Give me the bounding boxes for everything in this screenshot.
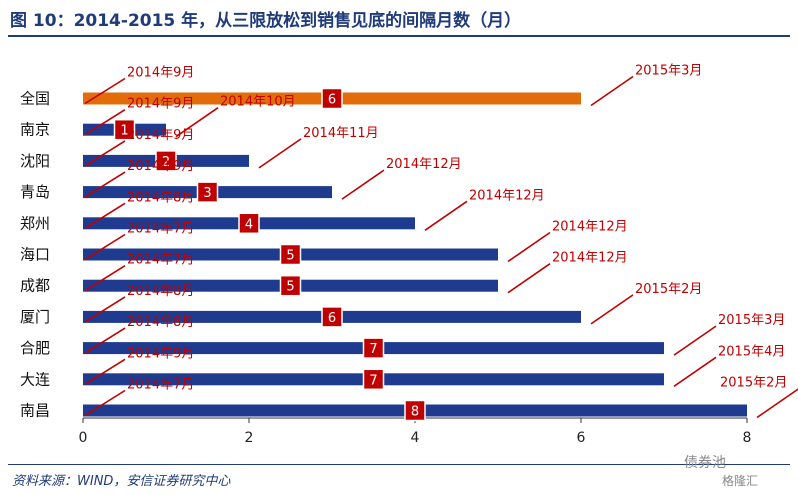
end-leader-line [590,75,634,107]
category-label: 大连 [20,370,50,388]
value-badge [321,306,343,328]
category-label: 南昌 [20,402,50,420]
end-leader-line [590,294,634,325]
chart-title: 图 10：2014-2015 年，从三限放松到销售见底的间隔月数（月） [10,11,522,31]
category-label: 青岛 [20,183,50,201]
start-leader-line [84,202,126,229]
end-date-label: 2014年11月 [303,126,379,141]
value-badge [404,399,426,422]
value-badge [238,212,260,235]
start-leader-line [84,296,126,323]
end-date-label: 2014年12月 [552,251,628,266]
x-tick-label: 2 [245,430,254,446]
value-label: 6 [328,93,336,108]
value-label: 7 [369,342,377,357]
category-label: 全国 [20,90,50,108]
value-label: 4 [245,217,253,232]
end-leader-line [258,138,302,169]
value-badge [279,243,302,266]
value-label: 8 [411,405,419,420]
end-leader-line [175,107,219,138]
end-date-label: 2014年12月 [552,220,628,235]
start-leader-line [84,389,126,417]
end-leader-line [673,325,717,356]
end-date-label: 2015年2月 [720,376,787,391]
start-date-label: 2014年8月 [127,190,194,205]
start-date-label: 2014年7月 [127,378,194,393]
end-date-label: 2015年4月 [718,344,785,359]
end-leader-line [507,231,551,263]
start-date-label: 2014年9月 [127,128,194,143]
value-label: 2 [162,155,170,170]
value-badge [113,118,136,141]
value-label: 6 [328,311,336,326]
end-date-label: 2015年3月 [635,64,702,79]
value-badge [362,368,385,391]
x-tick-label: 6 [577,430,586,446]
value-label: 5 [286,249,294,264]
category-label: 厦门 [20,308,50,326]
start-leader-line [84,109,126,136]
start-date-label: 2014年9月 [127,66,194,81]
end-leader-line [673,356,717,387]
value-badge [321,87,343,110]
end-date-label: 2014年12月 [469,188,545,203]
value-badge [155,150,177,172]
x-tick-label: 0 [79,430,88,446]
value-badge [196,181,219,203]
start-date-label: 2014年8月 [127,284,194,299]
value-badge [362,337,385,359]
end-date-label: 2015年3月 [718,313,785,328]
watermark-logo: 债券池 [684,455,726,471]
start-leader-line [84,233,126,261]
source-note: 资料来源：WIND，安信证券研究中心 [12,474,231,489]
x-tick-label: 4 [411,430,420,446]
end-leader-line [424,200,468,231]
value-label: 5 [286,280,294,295]
start-date-label: 2014年7月 [127,222,194,237]
value-label: 7 [369,373,377,388]
start-date-label: 2014年9月 [127,97,194,112]
start-date-label: 2014年7月 [127,253,194,268]
watermark-sub-logo: 格隆汇 [722,474,759,488]
end-leader-line [507,263,551,294]
start-leader-line [84,140,126,167]
category-label: 海口 [20,246,50,264]
end-date-label: 2014年12月 [386,157,462,172]
category-label: 沈阳 [20,152,50,170]
category-label: 郑州 [20,214,50,232]
category-label: 成都 [20,277,50,295]
end-date-label: 2014年10月 [220,95,296,110]
start-date-label: 2014年8月 [127,315,194,330]
category-label: 合肥 [20,339,50,357]
value-label: 1 [120,124,128,139]
end-leader-line [341,169,385,200]
start-leader-line [84,265,126,292]
start-leader-line [84,327,126,354]
start-leader-line [84,358,126,385]
end-leader-line [756,388,798,419]
value-badge [279,274,302,297]
title-divider [8,35,790,37]
start-date-label: 2014年9月 [127,159,194,174]
start-leader-line [84,77,126,105]
source-divider [8,464,790,465]
category-label: 南京 [20,121,50,139]
value-label: 3 [203,186,211,201]
start-date-label: 2014年9月 [127,346,194,361]
start-leader-line [84,171,126,198]
x-tick-label: 8 [743,430,752,446]
end-date-label: 2015年2月 [635,282,702,297]
